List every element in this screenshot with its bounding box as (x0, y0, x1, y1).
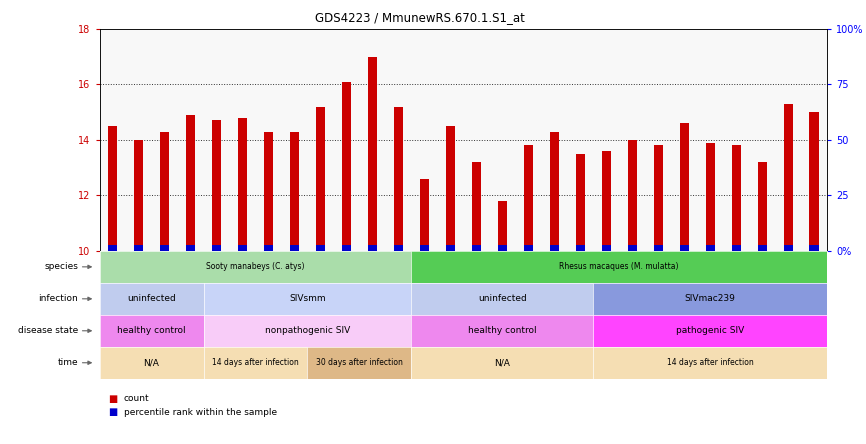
Bar (342, 82, 351, 251)
Bar (420, 179, 429, 251)
Bar (212, 120, 221, 251)
Text: 14 days after infection: 14 days after infection (667, 358, 753, 367)
Bar (784, 104, 792, 251)
Bar (160, 246, 169, 251)
Bar (420, 246, 429, 251)
Bar (810, 112, 818, 251)
Bar (342, 246, 351, 251)
Bar (316, 246, 325, 251)
Bar (108, 126, 117, 251)
Bar (602, 151, 611, 251)
Bar (784, 246, 792, 251)
Bar (212, 246, 221, 251)
Bar (446, 126, 455, 251)
Text: SIVsmm: SIVsmm (289, 294, 326, 303)
Bar (472, 246, 481, 251)
Text: N/A: N/A (144, 358, 159, 367)
Text: healthy control: healthy control (468, 326, 537, 335)
Bar (550, 131, 559, 251)
Bar (758, 246, 766, 251)
Text: infection: infection (38, 294, 78, 303)
Bar (446, 246, 455, 251)
Bar (368, 56, 377, 251)
Text: uninfected: uninfected (127, 294, 176, 303)
Text: healthy control: healthy control (117, 326, 186, 335)
Bar (472, 162, 481, 251)
Bar (524, 246, 533, 251)
Text: ■: ■ (108, 394, 118, 404)
Bar (706, 143, 714, 251)
Bar (732, 146, 740, 251)
Bar (316, 107, 325, 251)
Bar (680, 246, 688, 251)
Bar (524, 146, 533, 251)
Bar (394, 107, 403, 251)
Bar (498, 246, 507, 251)
Bar (186, 246, 195, 251)
Bar (576, 246, 585, 251)
Text: percentile rank within the sample: percentile rank within the sample (124, 408, 277, 416)
Bar (758, 162, 766, 251)
Bar (264, 246, 273, 251)
Bar (160, 131, 169, 251)
Bar (550, 246, 559, 251)
Text: GDS4223 / MmunewRS.670.1.S1_at: GDS4223 / MmunewRS.670.1.S1_at (315, 11, 525, 24)
Text: uninfected: uninfected (478, 294, 527, 303)
Text: SIVmac239: SIVmac239 (685, 294, 735, 303)
Bar (134, 140, 143, 251)
Bar (108, 246, 117, 251)
Bar (394, 246, 403, 251)
Bar (628, 140, 637, 251)
Bar (498, 201, 507, 251)
Text: ■: ■ (108, 407, 118, 417)
Bar (134, 246, 143, 251)
Bar (654, 246, 662, 251)
Text: 30 days after infection: 30 days after infection (316, 358, 403, 367)
Text: Sooty manabeys (C. atys): Sooty manabeys (C. atys) (206, 262, 305, 271)
Text: Rhesus macaques (M. mulatta): Rhesus macaques (M. mulatta) (559, 262, 679, 271)
Bar (654, 146, 662, 251)
Text: N/A: N/A (494, 358, 510, 367)
Bar (602, 246, 611, 251)
Bar (576, 154, 585, 251)
Bar (368, 246, 377, 251)
Bar (810, 246, 818, 251)
Bar (290, 246, 299, 251)
Bar (186, 115, 195, 251)
Text: count: count (124, 394, 150, 403)
Text: 14 days after infection: 14 days after infection (212, 358, 299, 367)
Text: disease state: disease state (17, 326, 78, 335)
Bar (628, 246, 637, 251)
Bar (680, 123, 688, 251)
Bar (706, 246, 714, 251)
Bar (732, 246, 740, 251)
Bar (290, 131, 299, 251)
Bar (264, 131, 273, 251)
Bar (238, 246, 247, 251)
Text: species: species (44, 262, 78, 271)
Text: time: time (57, 358, 78, 367)
Text: pathogenic SIV: pathogenic SIV (676, 326, 744, 335)
Bar (238, 118, 247, 251)
Text: nonpathogenic SIV: nonpathogenic SIV (265, 326, 350, 335)
